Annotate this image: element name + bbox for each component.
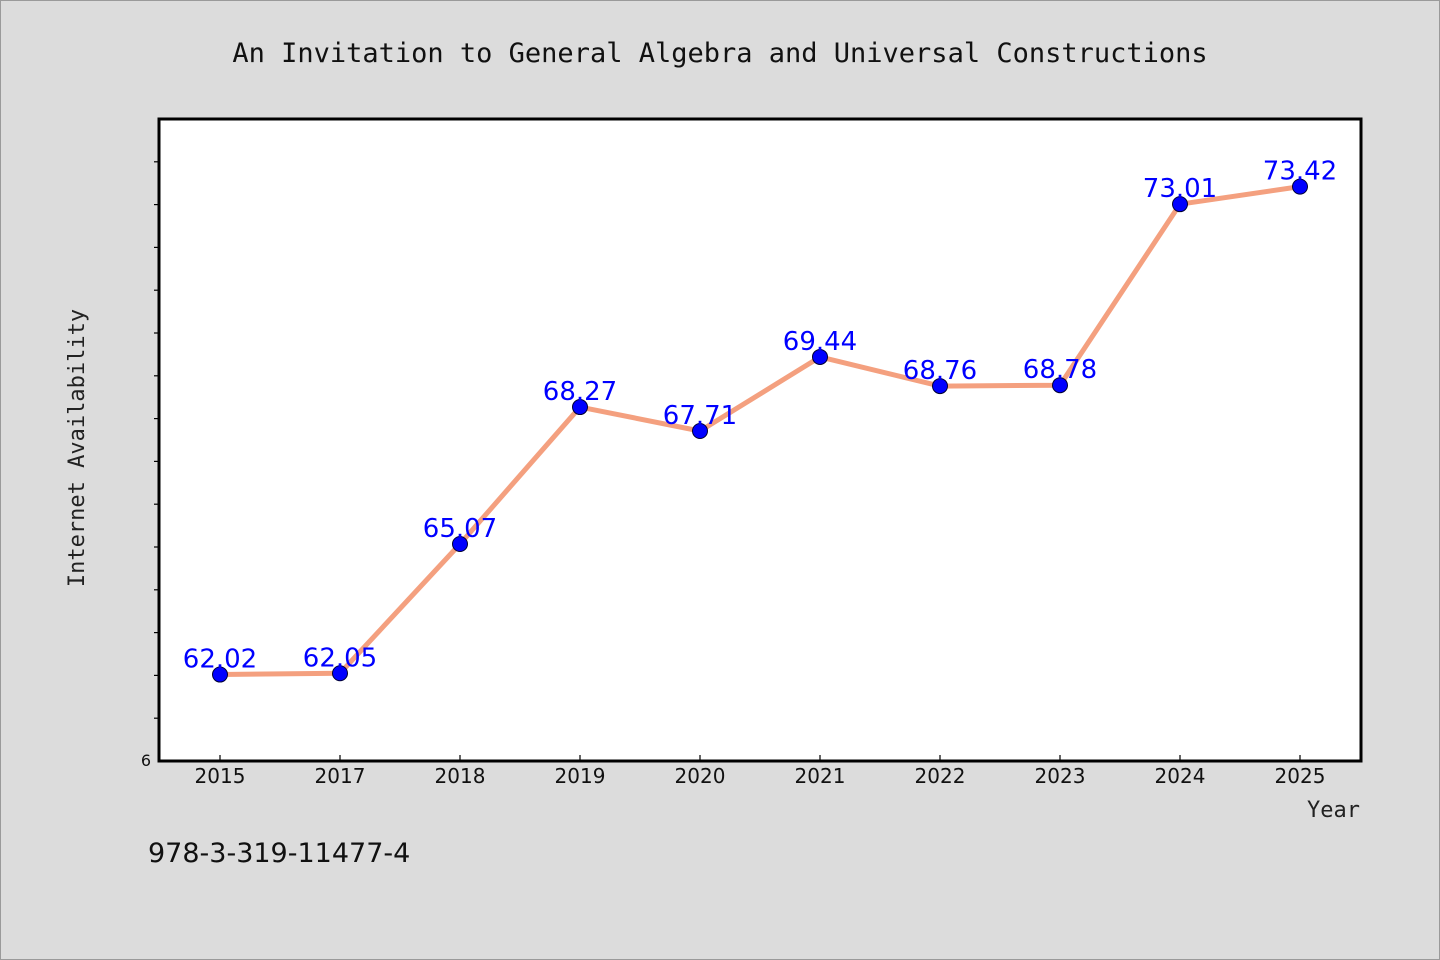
x-tick-label: 2023 — [1035, 764, 1086, 788]
markers-group — [212, 178, 1308, 683]
x-tick-label: 2022 — [915, 764, 966, 788]
x-tick-label: 2025 — [1275, 764, 1326, 788]
x-tick-label: 2015 — [195, 764, 246, 788]
x-axis-label: Year — [1307, 798, 1360, 823]
data-label: 68.78 — [1023, 355, 1097, 385]
series-line-group — [217, 184, 1303, 678]
data-point — [1292, 178, 1308, 195]
x-tick-label: 2021 — [795, 764, 846, 788]
y-axis-label: Internet Availability — [65, 309, 90, 587]
data-label: 69.44 — [783, 327, 857, 357]
data-point — [572, 399, 588, 416]
data-point — [692, 423, 708, 440]
data-point — [1052, 377, 1068, 394]
y-tick-label: 6 — [141, 751, 151, 770]
x-tick-label: 2017 — [315, 764, 366, 788]
y-axis-ticks — [154, 161, 159, 719]
data-point — [812, 348, 828, 365]
data-label: 68.27 — [543, 377, 617, 407]
x-tick-label: 2020 — [675, 764, 726, 788]
data-label: 68.76 — [903, 356, 977, 386]
series-line — [217, 184, 1303, 678]
data-point — [452, 536, 468, 553]
data-point — [332, 665, 348, 682]
data-labels-group: 62.02 62.05 65.07 68.27 67.71 69.44 68.76 68.78… — [183, 157, 1337, 675]
x-tick-label: 2019 — [555, 764, 606, 788]
data-point — [1172, 196, 1188, 213]
data-label: 73.01 — [1143, 174, 1217, 204]
data-point — [212, 666, 228, 683]
x-tick-label: 2024 — [1155, 764, 1206, 788]
data-point — [932, 378, 948, 395]
x-axis-ticks: 2015 2017 2018 2019 2020 2021 2022 2023 2024 2025 — [195, 755, 1326, 788]
data-label: 62.02 — [183, 645, 257, 675]
x-tick-label: 2018 — [435, 764, 486, 788]
data-label: 73.42 — [1263, 157, 1337, 187]
data-label: 62.05 — [303, 643, 377, 673]
data-label: 65.07 — [423, 514, 497, 544]
data-label: 67.71 — [663, 401, 737, 431]
isbn-text: 978-3-319-11477-4 — [148, 838, 410, 869]
chart-title: An Invitation to General Algebra and Uni… — [232, 38, 1207, 69]
